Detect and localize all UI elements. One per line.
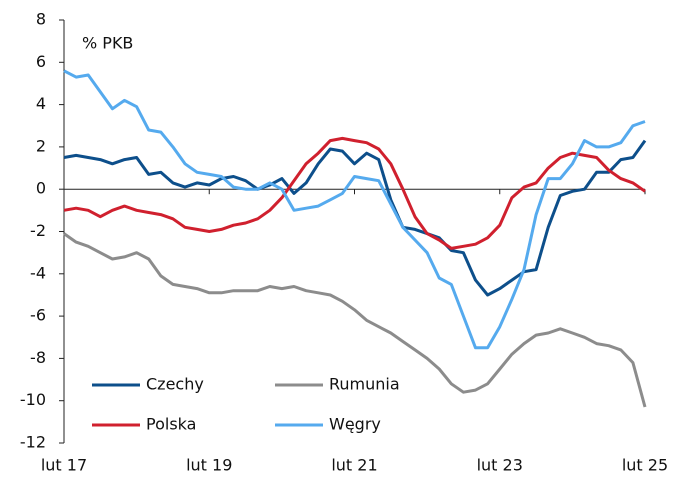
- x-tick-label: lut 19: [186, 456, 232, 475]
- x-tick-label: lut 21: [331, 456, 377, 475]
- series-line: [63, 139, 647, 297]
- y-tick-label: 0: [36, 179, 46, 198]
- y-tick-label: -12: [20, 433, 46, 452]
- y-tick-label: 2: [36, 136, 46, 155]
- y-tick-label: -2: [30, 221, 46, 240]
- legend-label: Węgry: [329, 415, 381, 434]
- series-line: [63, 232, 647, 408]
- y-tick-label: -4: [30, 263, 46, 282]
- y-tick-label: -8: [30, 348, 46, 367]
- series-line: [63, 136, 646, 250]
- x-tick-label: lut 17: [41, 456, 87, 475]
- y-tick-label: 4: [36, 94, 46, 113]
- legend-label: Czechy: [146, 375, 204, 394]
- annotation: % PKB: [82, 34, 133, 53]
- series-line: [63, 69, 646, 350]
- legend-label: Polska: [146, 415, 196, 434]
- y-tick-label: -10: [20, 390, 46, 409]
- x-tick-label: lut 25: [622, 456, 668, 475]
- legend-label: Rumunia: [329, 375, 400, 394]
- y-tick-label: -6: [30, 306, 46, 325]
- y-tick-label: 8: [36, 10, 46, 29]
- y-tick-label: 6: [36, 52, 46, 71]
- x-tick-label: lut 23: [477, 456, 523, 475]
